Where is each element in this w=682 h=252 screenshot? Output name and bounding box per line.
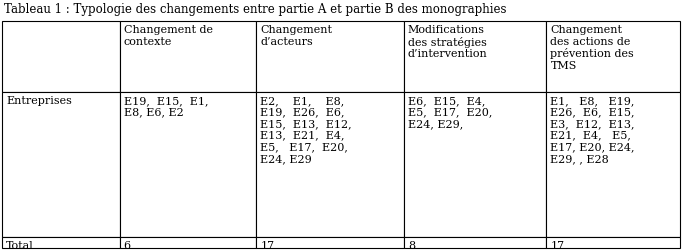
Text: E19,  E15,  E1,
E8, E6, E2: E19, E15, E1, E8, E6, E2 <box>123 95 208 117</box>
Text: Changement
des actions de
prévention des
TMS: Changement des actions de prévention des… <box>550 25 634 71</box>
Bar <box>404 22 546 92</box>
Bar <box>119 92 256 237</box>
Text: 17: 17 <box>550 240 565 250</box>
Text: Modifications
des stratégies
d’intervention: Modifications des stratégies d’intervent… <box>408 25 488 59</box>
Text: 17: 17 <box>261 240 274 250</box>
Text: Tableau 1 : Typologie des changements entre partie A et partie B des monographie: Tableau 1 : Typologie des changements en… <box>4 3 507 16</box>
Bar <box>2 22 119 92</box>
Bar <box>2 92 119 237</box>
Text: 6: 6 <box>123 240 131 250</box>
Bar <box>256 22 404 92</box>
Text: E1,   E8,   E19,
E26,  E6,  E15,
E3,  E12,  E13,
E21,  E4,   E5,
E17, E20, E24,
: E1, E8, E19, E26, E6, E15, E3, E12, E13,… <box>550 95 635 163</box>
Bar <box>2 237 119 248</box>
Bar <box>546 92 680 237</box>
Text: E2,    E1,    E8,
E19,  E26,  E6,
E15,  E13,  E12,
E13,  E21,  E4,
E5,   E17,  E: E2, E1, E8, E19, E26, E6, E15, E13, E12,… <box>261 95 352 163</box>
Text: 8: 8 <box>408 240 415 250</box>
Bar <box>546 22 680 92</box>
Bar <box>256 237 404 248</box>
Text: Total: Total <box>6 240 33 250</box>
Bar <box>546 237 680 248</box>
Bar <box>256 92 404 237</box>
Text: Entreprises: Entreprises <box>6 95 72 105</box>
Bar <box>119 237 256 248</box>
Text: Changement de
contexte: Changement de contexte <box>123 25 213 46</box>
Text: E6,  E15,  E4,
E5,  E17,  E20,
E24, E29,: E6, E15, E4, E5, E17, E20, E24, E29, <box>408 95 492 129</box>
Text: Changement
d’acteurs: Changement d’acteurs <box>261 25 332 46</box>
Bar <box>119 22 256 92</box>
Bar <box>404 237 546 248</box>
Bar <box>404 92 546 237</box>
